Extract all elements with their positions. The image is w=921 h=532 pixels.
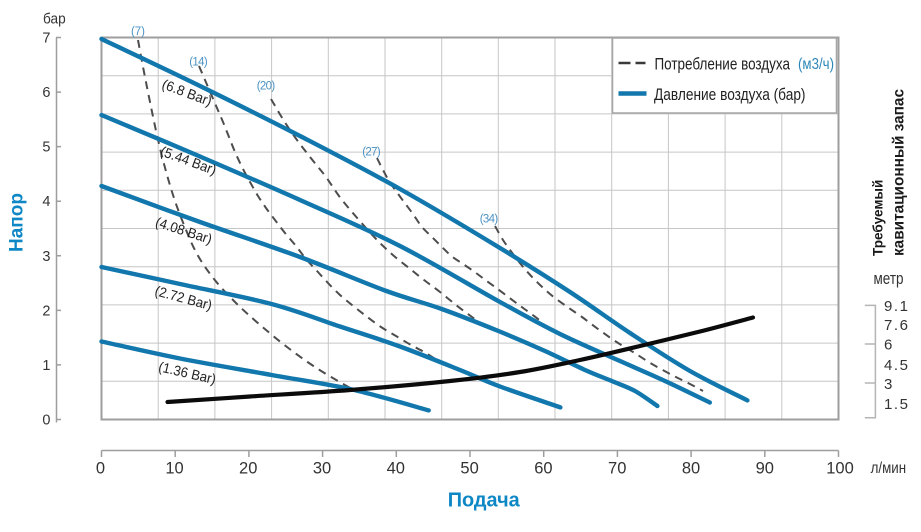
svg-text:(7): (7) [131,26,145,38]
svg-text:70: 70 [608,460,626,478]
svg-text:4: 4 [42,194,50,210]
svg-text:(14): (14) [189,57,208,69]
svg-text:л/мин: л/мин [871,460,907,477]
svg-text:бар: бар [43,10,66,27]
svg-text:(20): (20) [257,81,276,93]
svg-text:кавитационный запас: кавитационный запас [891,89,908,256]
svg-text:Подача: Подача [448,490,521,512]
svg-text:7.6: 7.6 [884,317,908,334]
svg-text:3: 3 [42,249,50,265]
svg-text:(27): (27) [362,147,381,159]
svg-text:(м3/ч): (м3/ч) [798,56,834,73]
svg-text:60: 60 [534,460,552,478]
svg-text:7: 7 [42,31,50,47]
svg-text:0: 0 [96,460,105,478]
svg-text:0: 0 [42,413,50,429]
svg-text:10: 10 [165,460,183,478]
svg-text:30: 30 [313,460,331,478]
svg-text:80: 80 [682,460,700,478]
svg-text:1.5: 1.5 [884,396,908,413]
svg-text:20: 20 [239,460,257,478]
svg-text:6: 6 [42,85,50,101]
svg-text:50: 50 [460,460,478,478]
svg-text:9.1: 9.1 [884,298,908,315]
svg-text:Потребление воздуха: Потребление воздуха [655,56,791,74]
svg-text:5: 5 [42,140,50,156]
svg-text:1: 1 [42,358,50,374]
svg-text:метр: метр [874,270,904,288]
svg-text:(34): (34) [480,214,499,226]
svg-text:3: 3 [884,376,892,393]
svg-text:Требуемый: Требуемый [870,180,886,256]
svg-text:40: 40 [387,460,405,478]
svg-text:90: 90 [756,460,774,478]
svg-text:2: 2 [42,303,50,319]
svg-text:4.5: 4.5 [884,357,908,374]
svg-text:Напор: Напор [7,193,28,252]
svg-text:6: 6 [884,336,892,353]
svg-text:Давление воздуха (бар): Давление воздуха (бар) [654,86,806,104]
svg-text:100: 100 [826,460,854,478]
